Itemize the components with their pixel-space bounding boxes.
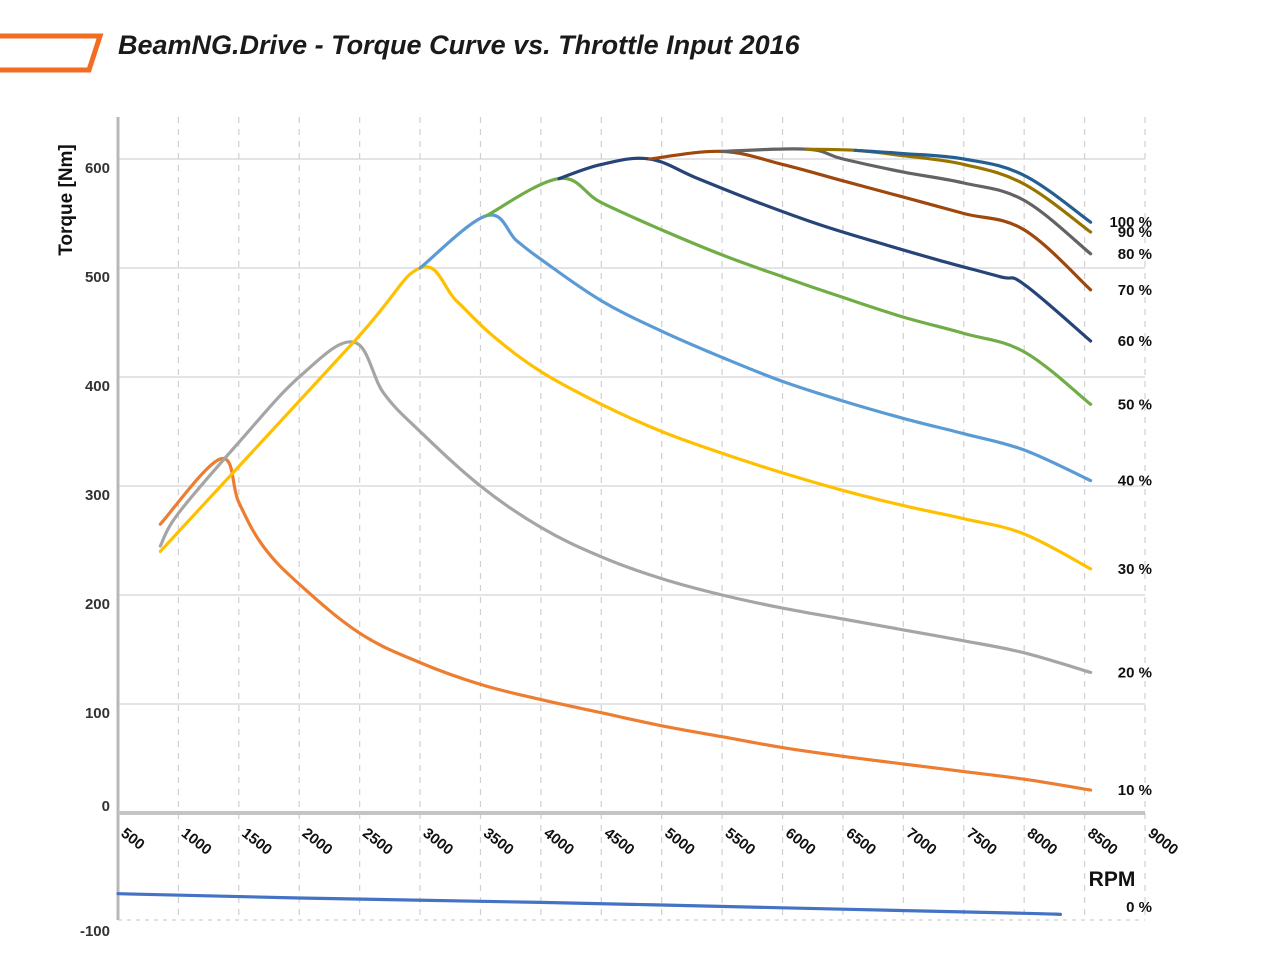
chart-title: BeamNG.Drive - Torque Curve vs. Throttle… xyxy=(118,30,800,60)
series-line-60-percent xyxy=(557,156,1093,343)
x-tick-label: 8000 xyxy=(1024,825,1061,859)
series-label-100-percent: 100 % xyxy=(1109,214,1152,231)
x-tick-label: 6500 xyxy=(842,825,879,859)
series-label-60-percent: 60 % xyxy=(1118,333,1152,350)
series-label-70-percent: 70 % xyxy=(1118,282,1152,299)
brand-logo xyxy=(0,33,104,73)
y-tick-label: 600 xyxy=(85,160,110,177)
x-tick-label: 3500 xyxy=(480,825,517,859)
series-label-30-percent: 30 % xyxy=(1118,561,1152,578)
series-labels: 0 % 10 % 20 % 30 % 40 % 50 % 60 % 70 % 80 % 90 %1… xyxy=(1109,214,1152,916)
x-tick-label: 3000 xyxy=(420,825,457,859)
x-tick-label: 5000 xyxy=(661,825,698,859)
series-label-80-percent: 80 % xyxy=(1118,246,1152,263)
x-tick-label: 1500 xyxy=(238,825,275,859)
series-line-10-percent xyxy=(158,457,1093,792)
y-axis-title: Torque [Nm] xyxy=(56,144,77,256)
series-line-30-percent xyxy=(158,265,1093,571)
y-tick-label: 300 xyxy=(85,487,110,504)
series-line-100-percent xyxy=(853,148,1093,224)
x-tick-label: 2000 xyxy=(299,825,336,859)
x-tick-label: 1000 xyxy=(178,825,215,859)
x-tick-label: 2500 xyxy=(359,825,396,859)
x-tick-label: 7500 xyxy=(963,825,1000,859)
series-line-20-percent xyxy=(158,340,1093,674)
series-line-70-percent xyxy=(648,149,1093,292)
series-label-20-percent: 20 % xyxy=(1118,664,1152,681)
x-tick-label: 6000 xyxy=(782,825,819,859)
x-tick-label: 4000 xyxy=(540,825,577,859)
x-tick-label: 9000 xyxy=(1145,825,1182,859)
series-line-50-percent xyxy=(484,176,1093,406)
series-label-0-percent: 0 % xyxy=(1126,899,1152,916)
x-tick-label: 8500 xyxy=(1084,825,1121,859)
x-axis-title: RPM xyxy=(1089,868,1136,891)
series-label-50-percent: 50 % xyxy=(1118,396,1152,413)
series-label-10-percent: 10 % xyxy=(1118,782,1152,799)
grid xyxy=(118,117,1146,921)
y-tick-label: -100 xyxy=(80,923,110,940)
series-line-0-percent xyxy=(116,892,1062,916)
y-tick-label: 400 xyxy=(85,378,110,395)
x-tick-label: 5500 xyxy=(722,825,759,859)
series-label-90-percent: 90 % xyxy=(1118,224,1152,241)
series-label-40-percent: 40 % xyxy=(1118,473,1152,490)
x-tick-label: 4500 xyxy=(601,825,638,859)
series-line-40-percent xyxy=(418,213,1093,483)
axes: -100 0 100 200 300 400 500 600 500 1000 1500 2000 25… xyxy=(80,117,1181,940)
y-tick-label: 200 xyxy=(85,596,110,613)
x-tick-label: 500 xyxy=(118,825,148,854)
series-lines xyxy=(116,147,1093,916)
y-tick-label: 100 xyxy=(85,705,110,722)
y-tick-label: 0 xyxy=(102,798,110,815)
x-tick-label: 7000 xyxy=(903,825,940,859)
y-tick-label: 500 xyxy=(85,269,110,286)
